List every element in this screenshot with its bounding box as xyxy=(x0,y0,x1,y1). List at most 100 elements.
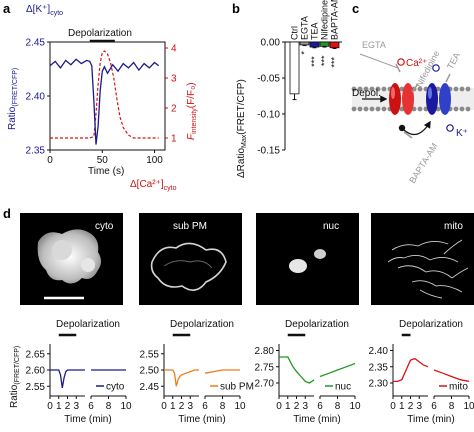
y-tick-label-right-a: 1 xyxy=(171,134,177,145)
left-top-label: Δ[K⁺]cyto xyxy=(26,4,63,17)
left-top-label-main: Δ[K⁺] xyxy=(26,4,50,15)
y-tick-label-left-a: 2.45 xyxy=(26,38,46,49)
y-tick-label-d: 2.70 xyxy=(255,379,275,390)
x-axis-label-d: Time (min) xyxy=(407,414,454,425)
micrograph-cyto: cyto xyxy=(20,213,123,305)
lipid-head xyxy=(357,106,363,112)
trace-nuc-seg1 xyxy=(279,356,315,384)
mito-filament xyxy=(387,257,405,263)
legend-label-d: nuc xyxy=(335,382,351,393)
axis-ticks-a: 0 50 100 2.35 2.40 2.45 1 2 3 4 xyxy=(26,38,177,167)
potassium-ion-icon xyxy=(446,124,454,132)
lipid-head xyxy=(369,86,375,92)
x-tick-label-d: 8 xyxy=(106,401,112,412)
category-label-b: BAPTA-AM xyxy=(330,0,340,40)
x-tick-label-d: 8 xyxy=(449,401,455,412)
x-axis-label-d: Time (min) xyxy=(178,414,225,425)
lipid-head xyxy=(375,106,381,112)
y-axis-label-right-a-tail: (F/F₀) xyxy=(186,82,197,108)
y-axis-label-d-sub: (FRET/CFP) xyxy=(14,346,21,385)
y-axis-label-b-sub: Max xyxy=(241,134,248,148)
micrograph-label-mito: mito xyxy=(444,221,463,232)
category-label-b: EGTA xyxy=(300,16,310,40)
lipid-head xyxy=(465,106,471,112)
bar-bapta-am xyxy=(329,41,340,49)
y-axis-label-b-tail: (FRET/CFP) xyxy=(236,79,247,135)
y-axis-label-b: ΔRatioMax(FRET/CFP) xyxy=(236,79,248,178)
x-tick-label-d: 0 xyxy=(161,401,167,412)
timecourse-mito: 2.30 2.35 2.40 0 1 2 3 6 8 10 Depolarization mito Ti… xyxy=(369,319,474,425)
activation-arrow xyxy=(403,120,431,136)
panel-label-a: a xyxy=(3,1,11,16)
trace-mito-seg2 xyxy=(433,369,470,383)
potassium-channel-icon xyxy=(426,83,451,115)
lipid-head xyxy=(381,106,387,112)
x-tick-label-d: 2 xyxy=(179,401,185,412)
y-tick-label-right-a: 4 xyxy=(171,44,177,55)
lipid-head xyxy=(375,86,381,92)
y-tick-label-d: 2.55 xyxy=(140,349,160,360)
lipid-head xyxy=(459,86,465,92)
x-tick-label-a: 50 xyxy=(97,155,109,166)
lipid-head xyxy=(465,86,471,92)
x-tick-label-d: 10 xyxy=(349,401,361,412)
legend-label-d: cyto xyxy=(106,382,125,393)
y-axis-label-right-a-main: F xyxy=(186,133,197,140)
x-tick-label-d: 8 xyxy=(220,401,226,412)
x-axis-label-d: Time (min) xyxy=(293,414,340,425)
micrograph-nuc: nuc xyxy=(256,213,359,305)
timecourse-sub-pm: 2.45 2.50 2.55 0 1 2 3 6 8 10 Depolarization sub PM… xyxy=(140,319,254,425)
mito-filament xyxy=(397,265,427,273)
bar-nifedipine xyxy=(319,41,330,47)
x-tick-label-d: 1 xyxy=(285,401,291,412)
y-axis-label-right-a-sub: intensity xyxy=(191,108,198,134)
lipid-head xyxy=(369,106,375,112)
y-tick-label-d: 2.75 xyxy=(255,362,275,373)
y-axis-label-right-a: Fintensity(F/F₀) xyxy=(186,82,198,140)
mito-filament xyxy=(403,255,431,261)
lipid-head xyxy=(453,86,459,92)
y-tick-label-d: 2.30 xyxy=(369,379,389,390)
left-top-label-sub: cyto xyxy=(50,10,63,17)
legend-label-d: mito xyxy=(449,382,468,393)
micrograph-label-cyto: cyto xyxy=(95,221,114,232)
calcium-channel-icon xyxy=(389,83,414,115)
timecourse-plots: 2.552.602.650 1 2 3 6 8 10DepolarizationcytoTi… xyxy=(26,319,474,425)
egta-inhibit-line xyxy=(359,53,399,69)
lipid-head xyxy=(417,106,423,112)
stimulus-label-d: Depolarization xyxy=(285,319,349,330)
bapta-label: BAPTA-AM xyxy=(407,141,440,185)
y-tick-label-right-a: 2 xyxy=(171,104,177,115)
x-tick-label-d: 0 xyxy=(47,401,53,412)
y-axis-label-b-main: ΔRatio xyxy=(236,148,247,178)
lipid-head xyxy=(417,86,423,92)
x-tick-label-d: 1 xyxy=(56,401,62,412)
panel-label-d: d xyxy=(3,206,11,221)
stimulus-label-d: Depolarization xyxy=(399,319,463,330)
x-tick-label-a: 0 xyxy=(47,155,53,166)
significance-label-b: *** xyxy=(320,55,330,66)
y-tick-label-d: 2.40 xyxy=(369,346,389,357)
stimulus-label-d: Depolarization xyxy=(170,319,234,330)
y-tick-label-b: 0.00 xyxy=(261,38,281,49)
trace-sub-pm-seg1 xyxy=(164,369,199,387)
y-tick-label-b: -0.05 xyxy=(257,74,280,85)
y-axis-label-d: Ratio(FRET/CFP) xyxy=(9,346,21,408)
panel-a: a Δ[K⁺]cyto Depolarization 0 50 1002.352.4… xyxy=(3,1,198,192)
y-tick-label-d: 2.35 xyxy=(369,362,389,373)
y-tick-label-right-a: 3 xyxy=(171,74,177,85)
bar-tea xyxy=(309,41,320,48)
y-axis-label-d-main: Ratio xyxy=(9,384,20,408)
panel-label-c: c xyxy=(352,1,359,16)
micrograph-label-nuc: nuc xyxy=(323,221,339,232)
mito-filament xyxy=(429,257,459,263)
y-tick-label-d: 2.50 xyxy=(140,366,160,377)
mito-filament xyxy=(451,267,469,279)
x-axis-label-d: Time (min) xyxy=(64,414,111,425)
panel-b: b ΔRatioMax(FRET/CFP) -0.15 -0.10 -0.05 0.0… xyxy=(232,0,342,178)
stimulus-label-a: Depolarization xyxy=(68,28,132,39)
timecourse-nuc: 2.70 2.75 2.80 0 1 2 3 6 8 10 Depolarization nuc Tim… xyxy=(255,319,361,425)
x-tick-label-a: 100 xyxy=(146,155,163,166)
x-axis-label-a: Time (s) xyxy=(88,166,124,177)
